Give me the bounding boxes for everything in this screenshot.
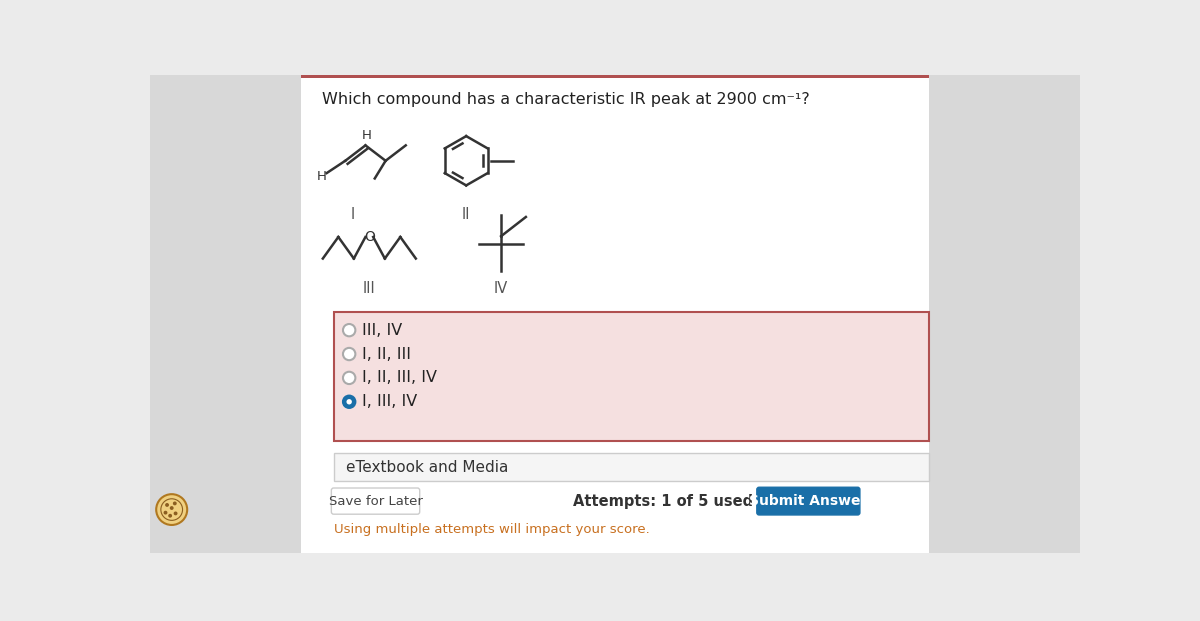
Circle shape [166,503,169,507]
Circle shape [343,396,355,408]
FancyBboxPatch shape [757,487,860,515]
FancyBboxPatch shape [150,75,301,553]
Text: II: II [462,207,470,222]
FancyBboxPatch shape [334,453,929,481]
Text: H: H [362,129,372,142]
Circle shape [174,512,178,515]
Text: III, IV: III, IV [361,323,402,338]
Text: Save for Later: Save for Later [329,494,422,507]
FancyBboxPatch shape [929,75,1080,553]
Text: O: O [364,230,374,244]
FancyBboxPatch shape [334,312,929,441]
Circle shape [163,510,168,515]
Text: H: H [317,170,326,183]
Text: I, III, IV: I, III, IV [361,394,416,409]
FancyBboxPatch shape [331,488,420,514]
FancyBboxPatch shape [301,75,929,78]
Text: I: I [350,207,355,222]
Text: I, II, III, IV: I, II, III, IV [361,370,437,386]
Text: IV: IV [494,281,509,296]
FancyBboxPatch shape [301,75,929,553]
Circle shape [168,514,172,518]
Circle shape [343,324,355,337]
Text: I, II, III: I, II, III [361,347,410,361]
Circle shape [169,506,174,510]
Circle shape [156,494,187,525]
Text: Which compound has a characteristic IR peak at 2900 cm⁻¹?: Which compound has a characteristic IR p… [322,92,810,107]
Text: Submit Answer: Submit Answer [749,494,868,508]
Text: eTextbook and Media: eTextbook and Media [346,460,509,474]
Text: Attempts: 1 of 5 used: Attempts: 1 of 5 used [572,494,752,509]
Text: III: III [362,281,376,296]
Circle shape [173,502,176,505]
Circle shape [343,372,355,384]
Circle shape [347,399,352,404]
Circle shape [343,348,355,360]
Text: Using multiple attempts will impact your score.: Using multiple attempts will impact your… [334,523,649,536]
